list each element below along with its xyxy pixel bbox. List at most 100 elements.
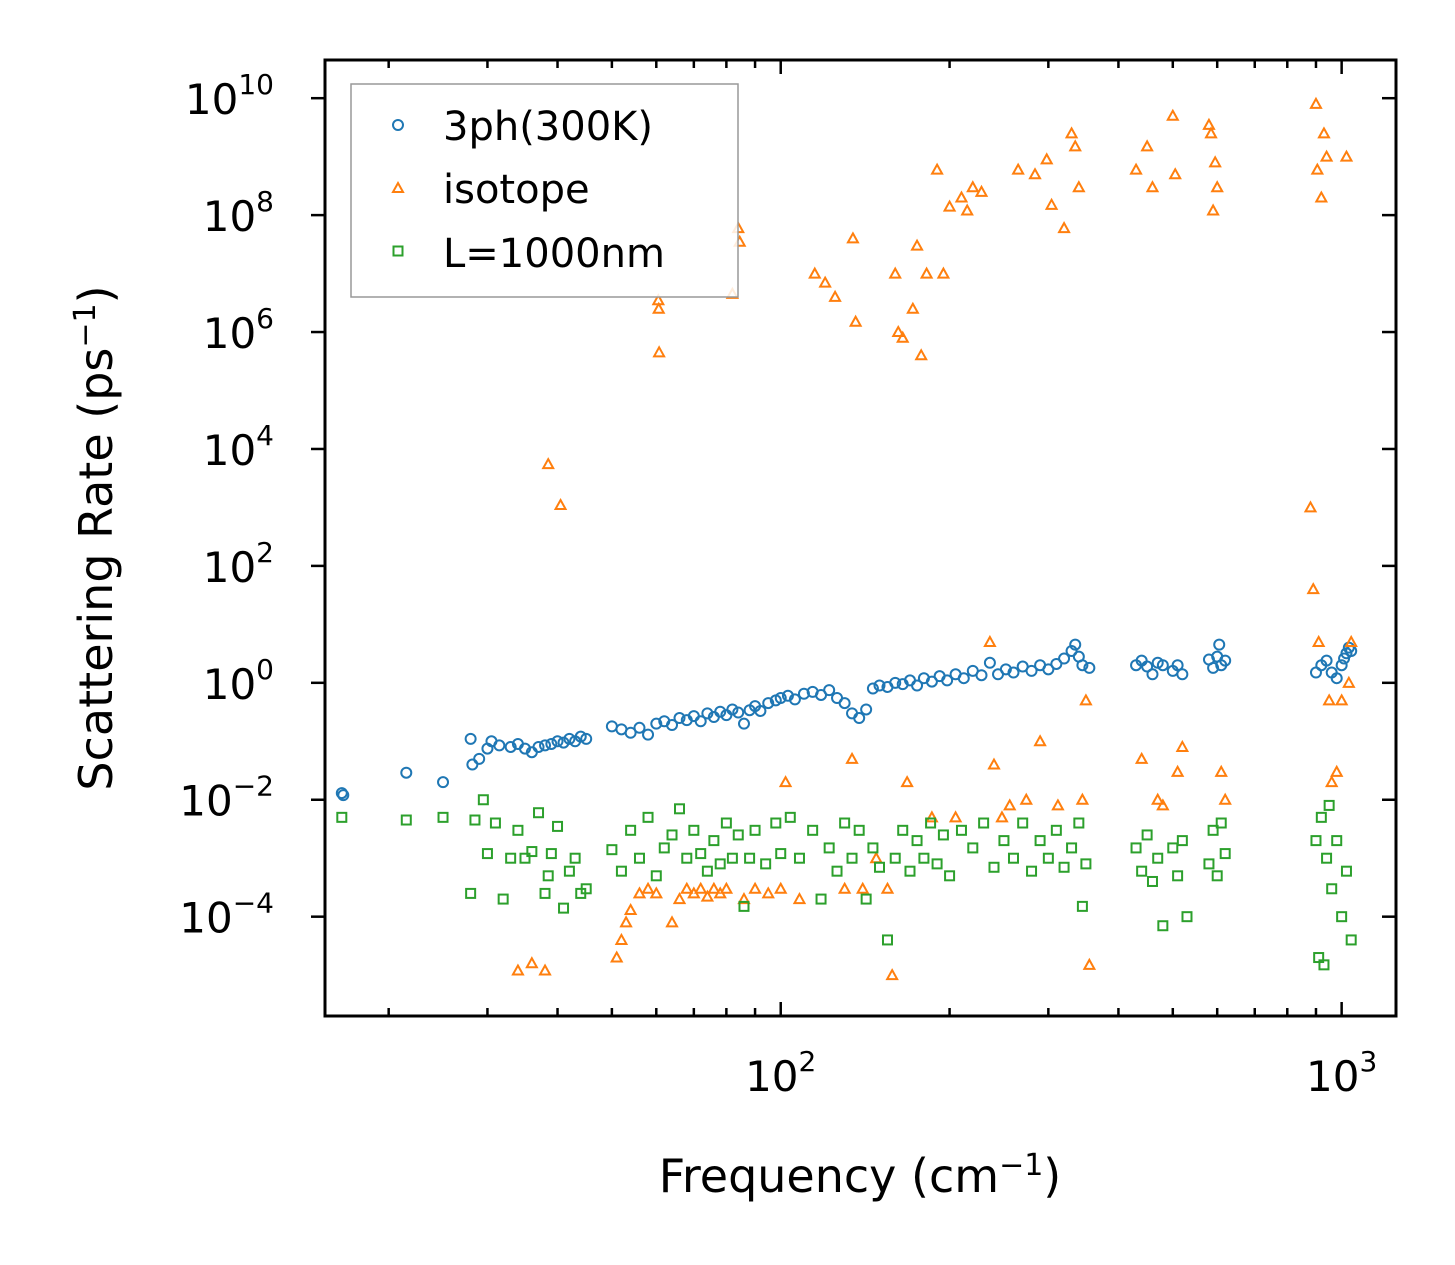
point-isotope [1175,739,1190,752]
point-isotope [983,634,997,647]
point-l-1000nm [1026,865,1038,877]
y-axis-label-end: ) [69,285,123,303]
point-isotope [1051,798,1065,811]
point-isotope [1344,634,1358,647]
point-l-1000nm [1172,870,1184,882]
series-l-1000nm [336,794,1357,971]
point-isotope [1019,792,1033,805]
point-3ph-300k [473,752,486,765]
point-isotope [948,810,963,823]
point-isotope [778,775,793,788]
y-tick-base: 10 [185,75,238,124]
point-l-1000nm [1017,817,1029,829]
point-l-1000nm [512,824,524,836]
point-l-1000nm [918,852,930,864]
point-3ph-300k [1207,661,1220,674]
point-l-1000nm [807,824,819,836]
point-isotope [1309,96,1323,109]
point-3ph-300k [1219,654,1232,667]
point-l-1000nm [563,865,575,877]
point-l-1000nm [897,824,909,836]
point-3ph-300k [999,663,1012,676]
point-isotope [1311,634,1326,647]
point-isotope [610,950,624,963]
point-isotope [888,266,902,279]
point-l-1000nm [1130,842,1142,854]
point-l-1000nm [658,842,670,854]
point-isotope [936,266,951,279]
point-3ph-300k [1320,654,1333,667]
point-3ph-300k [1213,638,1226,651]
point-l-1000nm [784,811,796,823]
point-3ph-300k [781,689,794,702]
point-isotope [1218,792,1232,805]
point-isotope [919,266,934,279]
point-l-1000nm [1076,900,1088,912]
point-l-1000nm [552,820,564,832]
point-l-1000nm [674,803,686,815]
point-3ph-300k [762,697,775,710]
point-3ph-300k [873,679,886,692]
point-l-1000nm [533,807,545,819]
point-isotope [1145,180,1160,193]
x-tick-label: 102 [745,1045,816,1101]
point-isotope [900,775,914,788]
point-l-1000nm [580,883,592,895]
x-axis-label-main: Frequency (cm [659,1149,999,1203]
point-isotope [1044,197,1059,210]
point-l-1000nm [1176,835,1188,847]
point-isotope [1075,792,1090,805]
point-isotope [930,162,944,175]
point-l-1000nm [1315,811,1327,823]
point-l-1000nm [465,887,477,899]
y-tick-label: 10−2 [179,770,274,826]
point-l-1000nm [1345,934,1357,946]
point-3ph-300k [694,715,707,728]
point-3ph-300k [551,735,564,748]
point-isotope [885,968,899,981]
x-axis-label: Frequency (cm−1) [659,1148,1062,1204]
point-l-1000nm [519,852,531,864]
point-3ph-300k [1146,668,1159,681]
y-tick-base: 10 [203,426,256,475]
y-tick-base: 10 [203,309,256,358]
point-3ph-300k [545,737,558,750]
point-l-1000nm [760,858,772,870]
point-isotope [960,203,974,216]
point-3ph-300k [788,693,801,706]
y-axis-label-sup: −1 [68,303,103,347]
point-l-1000nm [437,811,449,823]
point-3ph-300k [911,679,924,692]
point-l-1000nm [1318,959,1330,971]
point-3ph-300k [823,684,836,697]
point-3ph-300k [400,766,413,779]
point-l-1000nm [720,817,732,829]
point-isotope [1334,693,1349,706]
point-l-1000nm [1321,852,1333,864]
point-l-1000nm [955,824,967,836]
y-tick-label: 108 [203,185,274,241]
point-3ph-300k [1330,672,1343,685]
point-isotope [614,932,629,945]
point-l-1000nm [336,811,348,823]
point-l-1000nm [931,858,943,870]
point-isotope [1003,798,1017,811]
point-3ph-300k [1335,659,1348,672]
point-isotope [1342,675,1356,688]
point-l-1000nm [615,865,627,877]
point-l-1000nm [606,844,618,856]
point-l-1000nm [749,824,761,836]
point-l-1000nm [708,835,720,847]
point-isotope [652,345,666,358]
point-3ph-300k [337,789,350,802]
point-isotope [1319,149,1334,162]
point-l-1000nm [1211,870,1223,882]
y-tick-base: 10 [203,660,256,709]
point-3ph-300k [1176,668,1189,681]
y-tick-exp: 4 [256,419,274,452]
y-tick-label: 10−4 [179,887,274,943]
point-l-1000nm [1007,852,1019,864]
point-3ph-300k [754,704,767,717]
point-3ph-300k [335,787,348,800]
